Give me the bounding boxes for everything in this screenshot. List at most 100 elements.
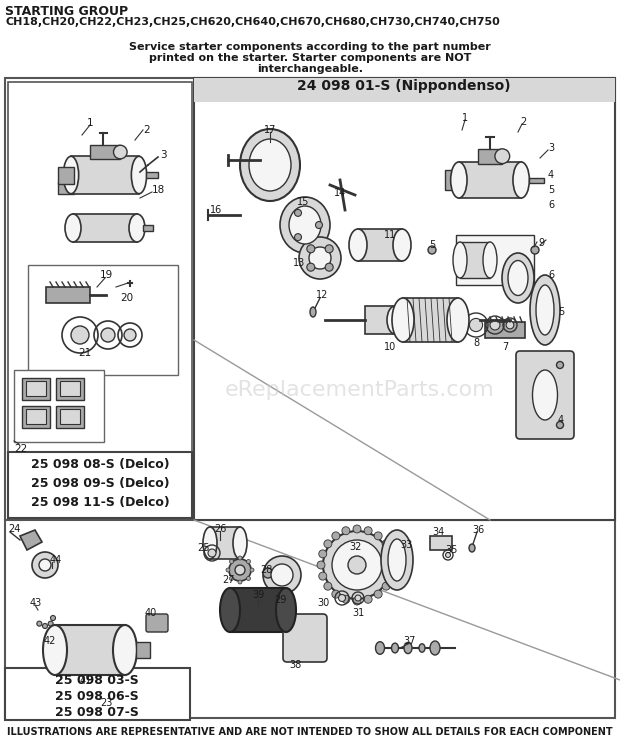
Bar [46,287,90,303]
Ellipse shape [238,556,242,560]
Bar [90,145,120,159]
Ellipse shape [364,527,372,535]
Text: 25 098 09-S (Delco): 25 098 09-S (Delco) [30,477,169,490]
Ellipse shape [129,214,145,242]
Ellipse shape [307,263,315,272]
Ellipse shape [48,621,53,626]
Bar [5,520,615,718]
Bar [26,409,46,424]
Ellipse shape [513,162,529,198]
Text: 30: 30 [317,598,330,608]
Text: 6: 6 [548,270,554,280]
Ellipse shape [299,237,341,279]
Ellipse shape [391,643,399,653]
Text: 5: 5 [429,240,435,250]
Text: Service starter components according to the part number: Service starter components according to … [129,42,491,52]
Ellipse shape [557,362,564,369]
Ellipse shape [428,246,436,254]
Bar [73,214,137,242]
Ellipse shape [332,590,340,598]
Ellipse shape [247,577,250,580]
Text: 35: 35 [445,545,458,555]
Ellipse shape [229,577,234,580]
Text: CH18,CH20,CH22,CH23,CH25,CH620,CH640,CH670,CH680,CH730,CH740,CH750: CH18,CH20,CH22,CH23,CH25,CH620,CH640,CH6… [5,17,500,27]
Ellipse shape [324,540,332,548]
Ellipse shape [495,149,510,163]
Ellipse shape [319,550,327,558]
Ellipse shape [32,552,58,578]
Text: 21: 21 [78,348,92,358]
Ellipse shape [263,568,273,578]
Ellipse shape [233,527,247,559]
Bar [365,306,395,334]
Ellipse shape [355,595,361,601]
Polygon shape [20,530,42,550]
Bar [71,157,139,194]
Text: 33: 33 [400,540,412,550]
Text: 31: 31 [352,608,364,618]
Bar [456,235,534,285]
Ellipse shape [533,370,557,420]
FancyBboxPatch shape [283,614,327,662]
Bar [230,588,286,632]
Ellipse shape [508,260,528,295]
Text: 10: 10 [384,342,396,352]
Text: 3: 3 [160,150,167,160]
Bar [22,406,50,428]
Text: 34: 34 [432,527,445,537]
Text: 22: 22 [14,444,27,454]
Text: 39: 39 [252,590,264,600]
Bar [477,149,502,163]
Bar [8,82,192,452]
Ellipse shape [353,597,361,605]
Ellipse shape [323,531,391,599]
Text: 9: 9 [538,238,544,248]
Text: 41: 41 [80,676,92,686]
Ellipse shape [240,129,300,201]
Ellipse shape [332,532,340,540]
Bar [56,406,84,428]
Text: 24 098 01-S (Nippondenso): 24 098 01-S (Nippondenso) [297,79,511,93]
Ellipse shape [238,580,242,584]
Text: 4: 4 [558,415,564,425]
Ellipse shape [220,588,240,632]
Ellipse shape [65,214,81,242]
Text: 5: 5 [548,185,554,195]
Ellipse shape [229,560,234,563]
Ellipse shape [39,559,51,571]
Ellipse shape [374,532,382,540]
Ellipse shape [289,206,321,244]
Ellipse shape [531,246,539,254]
Text: 24: 24 [8,524,20,534]
Ellipse shape [310,307,316,317]
Ellipse shape [506,321,514,329]
Ellipse shape [50,615,56,621]
Text: 19: 19 [100,270,113,280]
Bar [358,229,402,261]
Bar [58,166,74,184]
Ellipse shape [316,222,322,228]
Ellipse shape [490,320,500,330]
Ellipse shape [447,298,469,342]
Bar [5,78,615,520]
Text: 23: 23 [100,698,112,708]
Ellipse shape [229,559,251,581]
Text: 4: 4 [548,170,554,180]
Text: 5: 5 [558,307,564,317]
Bar [58,182,74,194]
Text: 13: 13 [293,258,305,268]
Bar [136,642,150,658]
Ellipse shape [280,197,330,253]
Bar [485,322,525,338]
Ellipse shape [388,550,395,558]
Bar [445,170,461,189]
Text: 25 098 11-S (Delco): 25 098 11-S (Delco) [30,496,169,509]
Bar [146,172,157,178]
Text: 28: 28 [260,565,272,575]
Text: 38: 38 [289,660,301,670]
Ellipse shape [131,157,147,194]
Text: 42: 42 [43,636,56,646]
Ellipse shape [250,568,254,572]
Bar [459,162,521,198]
Ellipse shape [483,242,497,278]
